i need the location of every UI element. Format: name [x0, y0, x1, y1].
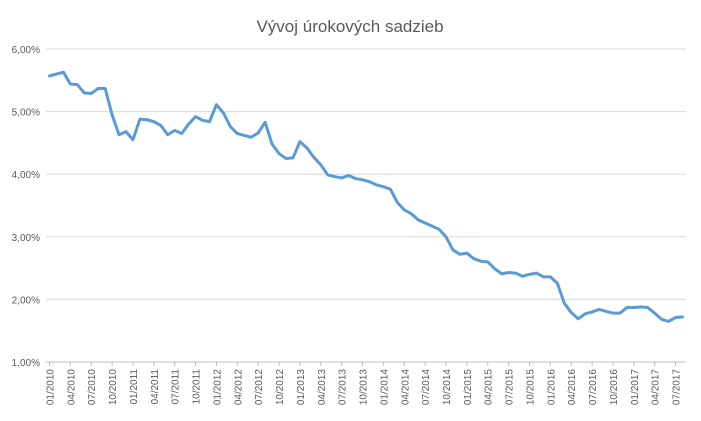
x-tick-label: 07/2012 [254, 369, 265, 406]
x-tick-label: 07/2011 [171, 369, 182, 405]
x-tick-label: 04/2010 [66, 369, 77, 406]
x-tick-label: 10/2011 [192, 369, 203, 405]
x-tick-label: 01/2014 [379, 369, 390, 406]
y-tick-label: 5,00% [12, 108, 40, 119]
x-tick-label: 10/2013 [359, 369, 370, 406]
x-tick-label: 04/2015 [484, 369, 495, 406]
x-tick-label: 07/2010 [87, 369, 98, 406]
x-tick-label: 01/2010 [45, 369, 56, 406]
x-tick-label: 01/2011 [129, 369, 140, 405]
y-tick-label: 4,00% [12, 170, 40, 181]
y-axis-ticks: 1,00% 2,00% 3,00% 4,00% 5,00% 6,00% [12, 45, 40, 369]
x-tick-label: 07/2014 [421, 369, 432, 406]
series-line [47, 70, 685, 323]
x-tick-label: 04/2011 [150, 369, 161, 405]
x-tick-label: 01/2012 [212, 369, 223, 406]
x-tick-label: 01/2013 [296, 369, 307, 406]
x-axis-ticks: 01/2010 04/2010 07/2010 10/2010 01/2011 04/20… [45, 362, 683, 406]
x-tick-label: 10/2015 [525, 369, 536, 406]
x-tick-label: 10/2012 [275, 369, 286, 406]
x-tick-label: 07/2016 [588, 369, 599, 406]
x-tick-label: 07/2015 [505, 369, 516, 406]
x-tick-label: 04/2016 [567, 369, 578, 406]
x-tick-label: 01/2015 [463, 369, 474, 406]
x-tick-label: 04/2012 [233, 369, 244, 406]
series-layer [47, 70, 685, 323]
gridlines [46, 48, 686, 363]
x-tick-label: 10/2014 [442, 369, 453, 406]
x-tick-label: 04/2017 [651, 369, 662, 406]
x-tick-label: 07/2017 [672, 369, 683, 406]
x-tick-label: 07/2013 [338, 369, 349, 406]
y-tick-label: 6,00% [12, 45, 40, 56]
x-tick-label: 04/2013 [317, 369, 328, 406]
chart-title: Vývoj úrokových sadzieb [256, 17, 443, 36]
y-tick-label: 1,00% [12, 358, 40, 369]
x-tick-label: 10/2016 [609, 369, 620, 406]
x-tick-label: 01/2016 [546, 369, 557, 406]
x-tick-label: 04/2014 [400, 369, 411, 406]
x-tick-label: 01/2017 [630, 369, 641, 406]
y-tick-label: 2,00% [12, 295, 40, 306]
y-tick-label: 3,00% [12, 233, 40, 244]
x-tick-label: 10/2010 [108, 369, 119, 406]
